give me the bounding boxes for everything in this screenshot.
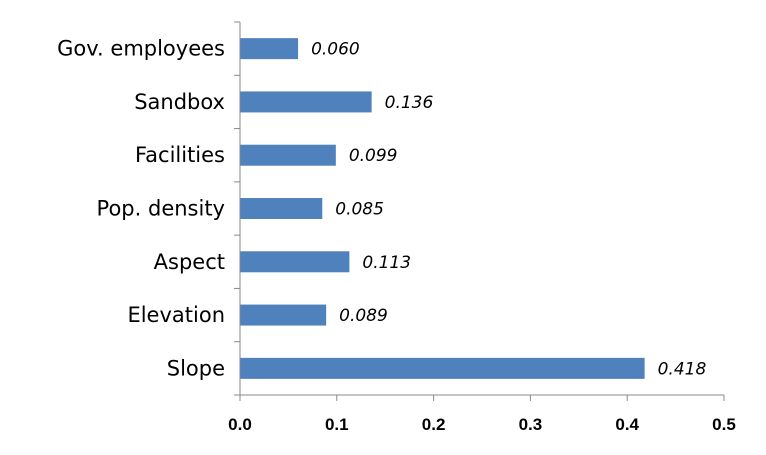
data-label: 0.089 [339, 306, 388, 326]
category-label: Elevation [127, 303, 225, 327]
data-label: 0.099 [349, 146, 398, 166]
data-label: 0.060 [311, 40, 360, 60]
x-tick-label: 0.4 [615, 415, 639, 434]
data-label: 0.113 [362, 253, 411, 273]
y-axis: Slope Elevation Aspect Pop. density Faciliti… [57, 21, 241, 396]
data-label: 0.136 [385, 93, 434, 113]
x-tick-label: 0.0 [228, 415, 252, 434]
x-tick-label: 0.3 [519, 415, 543, 434]
x-axis: 0.0 0.1 0.2 0.3 0.4 0.5 [228, 394, 736, 434]
category-label: Slope [167, 356, 225, 380]
category-label: Gov. employees [57, 37, 225, 61]
x-tick-label: 0.5 [712, 415, 736, 434]
category-label: Facilities [135, 143, 225, 167]
category-label: Pop. density [97, 197, 225, 221]
x-tick-label: 0.2 [422, 415, 446, 434]
bar [240, 91, 372, 113]
bars-group [240, 38, 645, 379]
data-label: 0.418 [658, 359, 707, 379]
bar [240, 38, 299, 60]
bar [240, 251, 350, 273]
data-labels-group: 0.418 0.089 0.113 0.085 0.099 0.136 0.060 [311, 40, 706, 380]
data-label: 0.085 [335, 200, 384, 220]
bar [240, 198, 323, 219]
x-tick-label: 0.1 [325, 415, 349, 434]
bar [240, 357, 645, 379]
category-label: Aspect [154, 250, 225, 274]
bar [240, 144, 336, 166]
category-label: Sandbox [134, 90, 225, 114]
bar [240, 304, 327, 326]
